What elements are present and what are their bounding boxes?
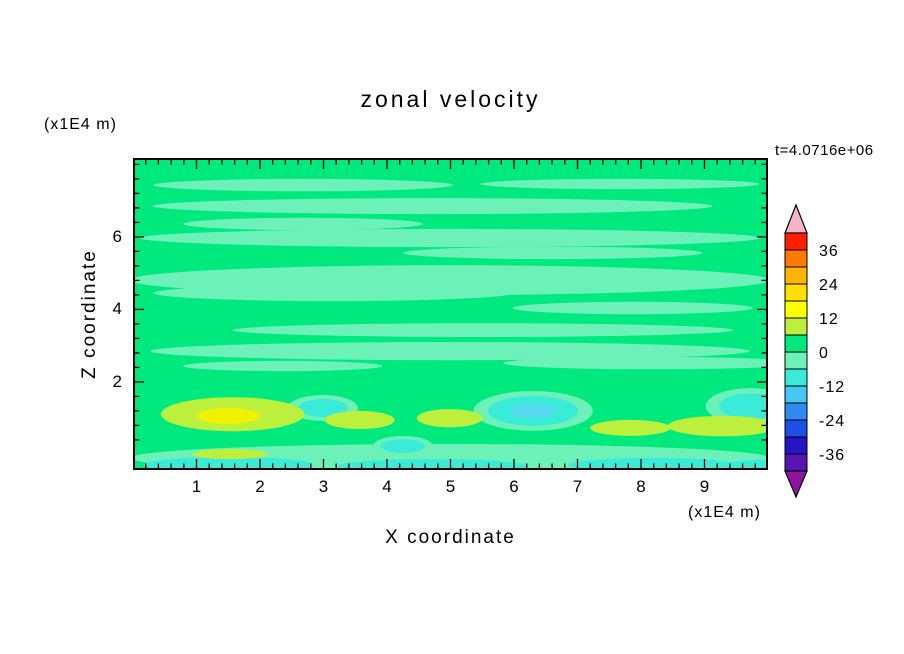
contour-region-m6_0 [503,356,768,370]
contour-region-6_12 [324,410,395,430]
x-tick-label: 2 [255,477,265,496]
y-tick-label: 6 [112,226,122,246]
contour-region-m12_m6 [380,439,426,453]
contour-region-m6_0 [152,198,713,215]
contour-region-6_12 [667,415,768,437]
x-tick-label: 6 [509,477,519,496]
x-tick-label: 4 [382,477,392,496]
colorbar-label: -12 [819,379,845,396]
colorbar-segment [784,334,808,353]
x-tick-label: 3 [318,477,329,496]
x-tick-label: 9 [699,477,710,496]
colorbar-segment [784,283,808,302]
contour-region-m6_0 [183,217,424,231]
x-axis-label: X coordinate [385,527,516,548]
y-tick-label: 4 [112,299,122,319]
colorbar-label: -24 [819,413,845,430]
contour-plot-area [133,158,768,470]
y-tick-label: 2 [112,371,122,391]
contour-region-m6_0 [150,342,750,361]
colorbar-segment [784,385,808,404]
colorbar-segment [784,300,808,319]
contour-region-m6_0 [153,285,513,302]
contour-region-m12_m6 [337,459,528,470]
colorbar-segment [784,402,808,421]
colorbar-top-arrow [784,203,808,234]
contour-region-m18_m12 [510,404,556,418]
x-tick-label: 8 [636,477,646,496]
contour-region-m6_0 [183,360,383,372]
colorbar-segment [784,317,808,336]
colorbar-label: 12 [819,311,839,328]
plot-frame [133,158,768,470]
x-tick-label: 1 [191,477,202,496]
x-tick-label: 7 [572,477,583,496]
contour-region-m6_0 [512,301,753,315]
colorbar-label: 36 [819,243,839,260]
contour-region-6_12 [590,419,671,436]
x-tick-label: 5 [445,477,456,496]
contour-region-m6_0 [153,178,454,192]
colorbar-segment [784,368,808,387]
colorbar-label: 24 [819,277,839,294]
contour-plot [133,158,768,470]
time-annotation: t=4.0716e+06 [775,142,874,159]
contour-region-m6_0 [480,178,760,190]
contour-region-m12_m6 [143,456,314,470]
contour-region-m12_m6 [298,398,348,418]
colorbar-label: 0 [819,345,829,362]
x-axis-unit-label: (x1E4 m) [688,504,761,521]
colorbar-segment [784,266,808,285]
contour-region-6_12 [416,409,483,428]
y-axis-unit-label: (x1E4 m) [44,116,117,133]
colorbar-segment [784,419,808,438]
chart-title: zonal velocity [360,86,541,112]
contour-region-6_12 [192,449,269,460]
colorbar-label: -36 [819,447,845,464]
colorbar-bottom-arrow [784,470,808,499]
colorbar-segment [784,351,808,370]
colorbar-segment [784,453,808,472]
contour-region-12_18 [196,408,261,424]
colorbar-segment [784,232,808,251]
colorbar-segment [784,249,808,268]
colorbar-svg: 36 24 12 0 -12 -24 -36 [784,203,845,499]
contour-region-m6_0 [402,246,703,260]
colorbar: 36 24 12 0 -12 -24 -36 [783,200,898,505]
colorbar-segment [784,436,808,455]
contour-region-m12_m6 [719,393,768,420]
contour-region-m6_0 [232,323,734,337]
contour-region-m6_0 [140,228,760,248]
